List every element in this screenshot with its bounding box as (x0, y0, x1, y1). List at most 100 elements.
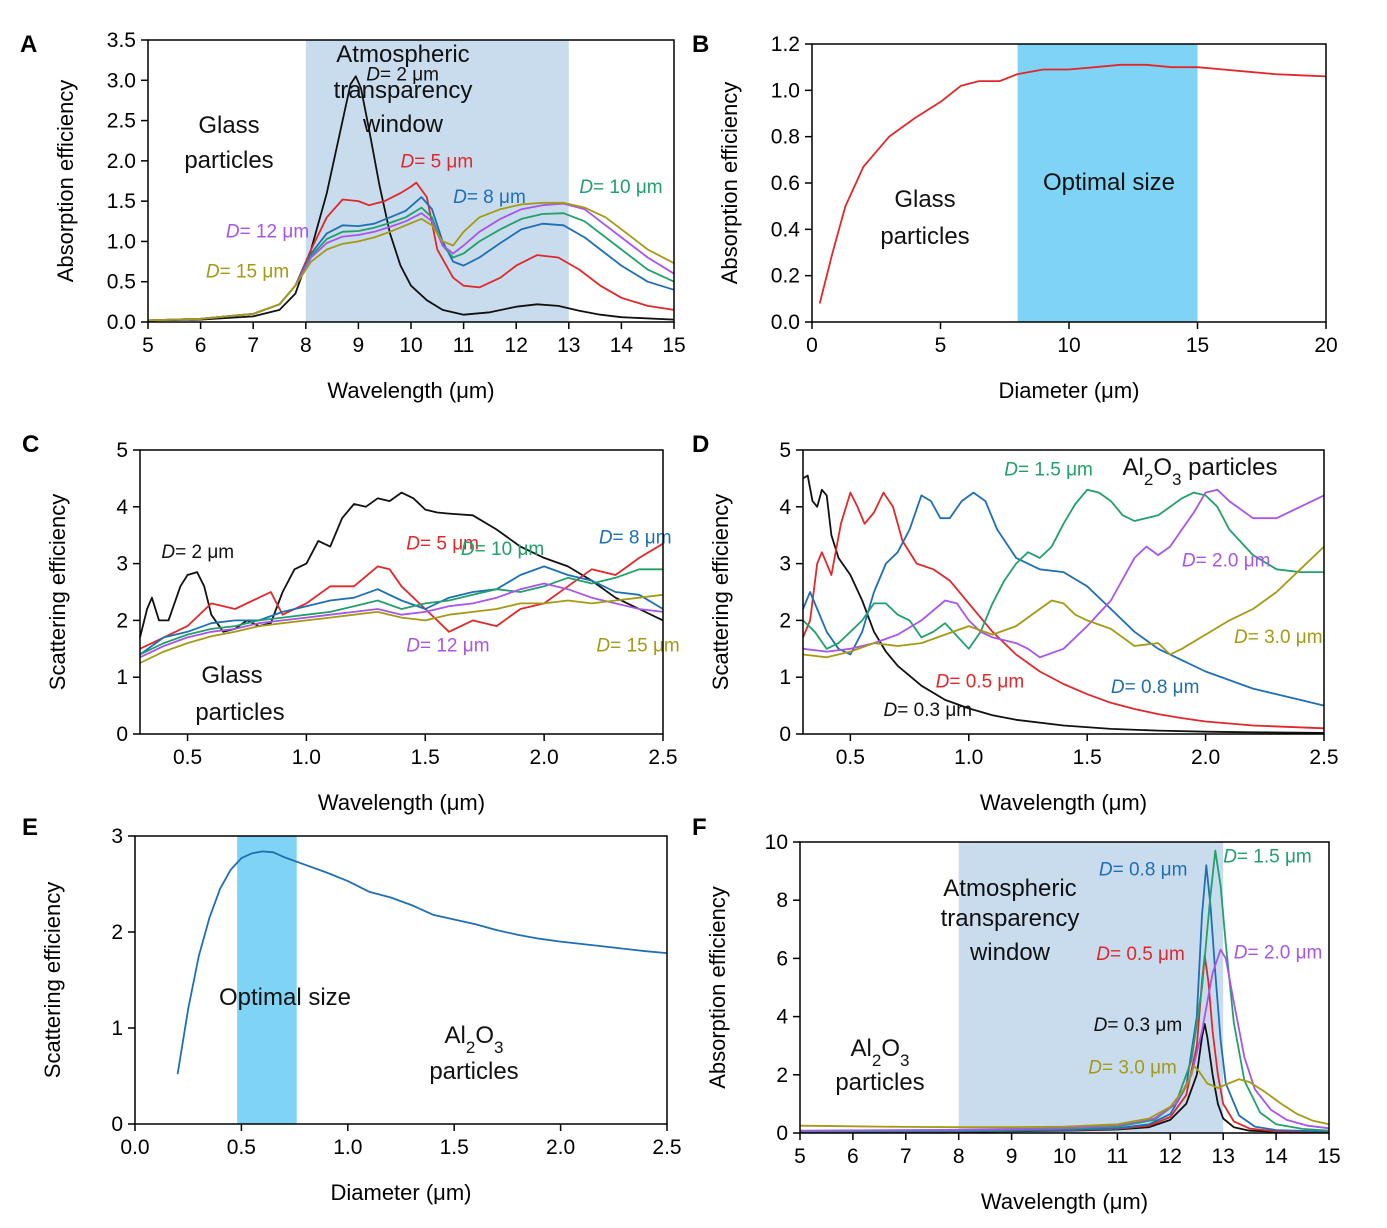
x-tick-label: 2.5 (648, 746, 677, 769)
x-tick-label: 6 (847, 1145, 859, 1168)
y-axis-label: Absorption efficiency (53, 80, 78, 283)
series-label: D= 0.5 μm (1096, 944, 1185, 965)
x-tick-label: 1.0 (333, 1136, 362, 1159)
series-line-1 (139, 491, 664, 638)
annotation-text: Al2O3 particles (1123, 454, 1278, 489)
series-line-5 (799, 948, 1330, 1132)
annotation-text: Al2O3 (445, 1022, 504, 1057)
annotation-text: particles (184, 147, 273, 174)
plot-frame (139, 449, 664, 735)
y-tick-label: 0.6 (771, 172, 800, 195)
y-tick-label: 5 (779, 439, 791, 462)
series-label: D= 2.0 μm (1234, 942, 1323, 963)
y-tick-label: 0 (779, 723, 791, 746)
series-label: D= 12 μm (226, 221, 309, 242)
x-tick-label: 2.0 (546, 1136, 575, 1159)
series-label: D= 8 μm (599, 528, 672, 549)
x-axis-label: Wavelength (μm) (981, 1189, 1148, 1214)
series-label: D= 1.5 μm (1004, 460, 1093, 481)
x-tick-label: 5 (142, 334, 154, 357)
y-axis-label: Scattering efficiency (40, 882, 65, 1078)
annotation-text: particles (429, 1058, 518, 1085)
y-tick-label: 4 (116, 496, 128, 519)
series-label: D= 0.3 μm (1094, 1015, 1183, 1036)
annotation-text: Al2O3 (851, 1035, 910, 1070)
plot-frame (134, 835, 668, 1125)
x-tick-label: 0.5 (173, 746, 202, 769)
y-tick-label: 1.2 (771, 33, 800, 56)
y-tick-label: 4 (776, 1006, 788, 1029)
series-line-6 (139, 593, 664, 664)
series-label: D= 0.5 μm (936, 671, 1025, 692)
band-label: Optimal size (1043, 169, 1175, 196)
y-tick-label: 1 (779, 666, 791, 689)
series-label: D= 12 μm (406, 636, 489, 657)
band-label: transparency (941, 905, 1080, 932)
band-label: window (362, 111, 444, 138)
panel-c: D= 2 μm D= 5 μm D= 8 μm D= 10 μm D= 12 μm D= … (22, 431, 680, 815)
y-tick-label: 2 (779, 609, 791, 632)
series-line-3 (802, 491, 1325, 707)
series-label: D= 2 μm (366, 64, 439, 85)
x-axis-label: Wavelength (μm) (327, 378, 494, 403)
series-label: D= 2 μm (161, 542, 234, 563)
x-tick-label: 5 (794, 1145, 806, 1168)
y-axis-label: Absorption efficiency (717, 82, 742, 285)
y-tick-label: 0.8 (771, 126, 800, 149)
series-label: D= 10 μm (579, 177, 662, 198)
series-line-1 (176, 850, 668, 1075)
series-label: D= 5 μm (400, 151, 473, 172)
panel-letter: A (20, 31, 37, 58)
panel-letter: B (692, 31, 709, 58)
series-line-6 (802, 545, 1325, 659)
series-line-4 (799, 849, 1330, 1133)
annotation-text: Glass (198, 112, 259, 139)
x-tick-label: 20 (1314, 334, 1337, 357)
x-tick-label: 6 (195, 334, 207, 357)
x-tick-label: 0.5 (227, 1136, 256, 1159)
x-tick-label: 0.0 (120, 1136, 149, 1159)
x-tick-label: 11 (453, 334, 475, 357)
y-tick-label: 0 (111, 1113, 123, 1136)
panel-letter: F (692, 814, 707, 841)
series-label: D= 0.3 μm (884, 700, 973, 721)
series-line-5 (802, 488, 1325, 659)
x-tick-label: 2.5 (1309, 746, 1338, 769)
panel-d: D= 0.3 μm D= 0.5 μm D= 0.8 μm D= 1.5 μm D= 2… (692, 431, 1339, 815)
band-label: Atmospheric (943, 875, 1076, 902)
y-tick-label: 3.0 (107, 69, 136, 92)
x-tick-label: 12 (1159, 1145, 1182, 1168)
y-tick-label: 2 (116, 609, 128, 632)
y-tick-label: 3.5 (107, 29, 136, 52)
x-tick-label: 1.0 (292, 746, 321, 769)
series-label: D= 8 μm (453, 187, 526, 208)
y-tick-label: 0.4 (771, 218, 801, 241)
y-tick-label: 0 (776, 1122, 788, 1145)
panel-letter: C (22, 431, 39, 458)
series-line-4 (139, 568, 663, 656)
y-tick-label: 8 (776, 889, 788, 912)
x-tick-label: 0 (806, 334, 818, 357)
highlight-band (1017, 44, 1198, 322)
series-line-2 (139, 542, 664, 650)
x-axis-label: Wavelength (μm) (318, 790, 485, 815)
y-tick-label: 0.2 (771, 265, 800, 288)
annotation-text: particles (195, 699, 284, 726)
highlight-band (958, 842, 1224, 1133)
y-axis-label: Scattering efficiency (708, 494, 733, 690)
y-tick-label: 0.0 (107, 311, 136, 334)
y-axis-label: Scattering efficiency (45, 494, 70, 690)
y-tick-label: 0 (116, 723, 128, 746)
x-tick-label: 14 (610, 334, 634, 357)
series-line-6 (147, 201, 675, 322)
x-tick-label: 1.0 (954, 746, 983, 769)
band-label: Atmospheric (336, 41, 469, 68)
x-tick-label: 14 (1264, 1145, 1288, 1168)
series-line-5 (139, 582, 664, 659)
x-tick-label: 10 (1053, 1145, 1076, 1168)
annotation-text: particles (880, 223, 969, 250)
highlight-band (237, 836, 297, 1124)
y-tick-label: 1.5 (107, 190, 136, 213)
series-label: D= 3.0 μm (1088, 1057, 1177, 1078)
